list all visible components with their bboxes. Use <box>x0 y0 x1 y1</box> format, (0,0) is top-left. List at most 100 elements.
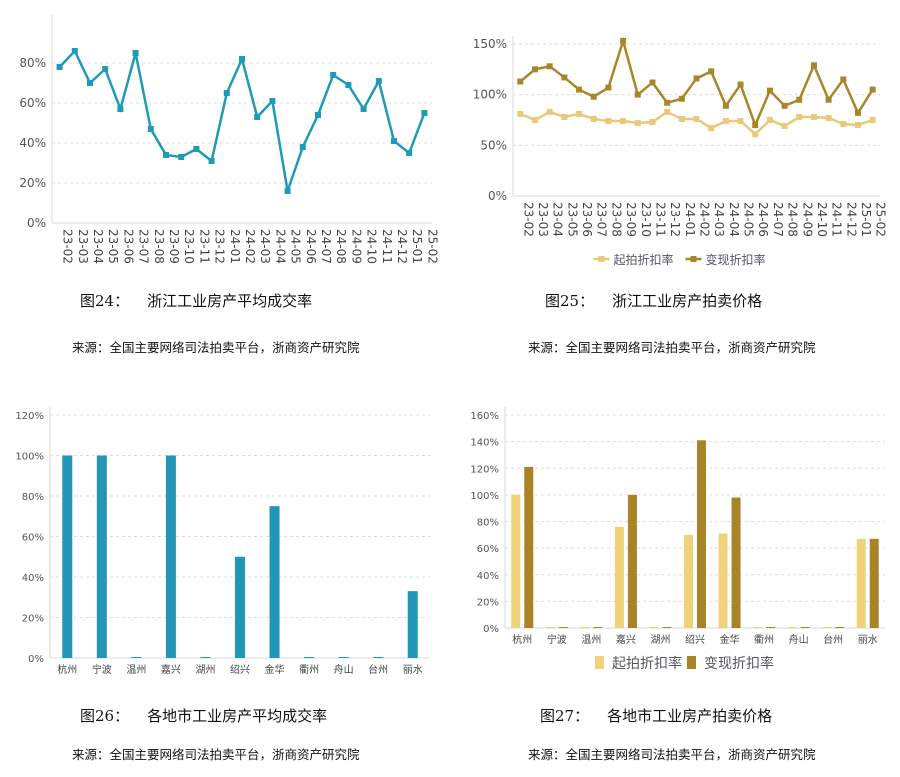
x-tick-label: 湖州 <box>650 634 670 646</box>
x-tick-label: 台州 <box>823 633 843 646</box>
y-tick-label: 140% <box>470 438 499 449</box>
x-tick-label: 23-02 <box>61 229 75 264</box>
x-tick-label: 24-11 <box>830 202 844 237</box>
x-tick-label: 24-12 <box>844 202 858 237</box>
x-tick-label: 23-02 <box>521 202 535 237</box>
data-point <box>781 123 788 130</box>
figure-number: 图27： <box>540 707 590 725</box>
bar <box>62 455 73 658</box>
x-tick-label: 25-02 <box>425 229 439 264</box>
x-tick-label: 24-11 <box>380 229 394 264</box>
figure-title: 各地市工业房产拍卖价格 <box>607 707 773 725</box>
data-point <box>576 86 583 93</box>
bar <box>269 506 280 658</box>
figure-title: 浙江工业房产拍卖价格 <box>612 292 763 310</box>
data-point <box>634 120 641 127</box>
x-tick-label: 宁波 <box>92 663 112 676</box>
y-tick-label: 0% <box>28 654 44 665</box>
x-tick-label: 25-01 <box>859 202 873 237</box>
series-line <box>58 48 426 192</box>
y-tick-label: 100% <box>470 491 499 502</box>
x-tick-label: 绍兴 <box>685 633 705 646</box>
data-point <box>605 118 612 125</box>
y-tick-label: 0% <box>27 216 46 230</box>
bar <box>593 627 603 628</box>
bar <box>165 455 176 658</box>
x-tick-label: 24-07 <box>771 202 785 237</box>
bar <box>731 497 741 628</box>
data-point <box>576 110 583 117</box>
bar <box>235 556 245 658</box>
data-point <box>223 90 230 96</box>
y-tick-label: 80% <box>22 492 44 503</box>
data-point <box>590 115 597 122</box>
bar <box>766 627 776 628</box>
data-point <box>87 80 93 86</box>
data-point <box>299 144 306 150</box>
x-tick-label: 温州 <box>126 664 146 676</box>
x-tick-label: 23-07 <box>137 229 151 264</box>
bar <box>511 494 521 628</box>
y-tick-label: 80% <box>477 518 499 529</box>
bar <box>718 533 728 628</box>
x-tick-label: 24-09 <box>349 229 363 264</box>
data-point <box>163 152 169 158</box>
y-tick-label: 100% <box>15 452 44 463</box>
x-tick-label: 23-09 <box>624 202 638 237</box>
data-point <box>810 62 817 69</box>
bar <box>800 627 810 628</box>
data-point <box>766 87 773 94</box>
y-tick-label: 20% <box>22 614 44 625</box>
figure-27-source: 来源：全国主要网络司法拍卖平台，浙商资产研究院 <box>528 747 816 762</box>
x-tick-label: 24-03 <box>712 202 726 237</box>
x-tick-label: 23-11 <box>197 229 211 264</box>
y-tick-label: 60% <box>22 533 44 544</box>
data-point <box>737 118 744 125</box>
y-tick-label: 0% <box>483 624 499 635</box>
data-point <box>781 102 788 109</box>
data-point <box>532 66 539 73</box>
x-tick-label: 24-05 <box>742 202 756 237</box>
data-point <box>330 72 337 78</box>
bar <box>614 526 624 628</box>
data-point <box>678 115 685 122</box>
data-point <box>532 117 539 123</box>
data-point <box>102 66 109 72</box>
x-tick-label: 24-01 <box>228 229 242 264</box>
y-tick-label: 60% <box>19 96 46 110</box>
bar <box>131 657 142 658</box>
y-tick-label: 150% <box>473 37 507 51</box>
data-point <box>854 109 861 116</box>
data-point <box>693 75 700 82</box>
figure-25-source: 来源：全国主要网络司法拍卖平台，浙商资产研究院 <box>528 340 816 355</box>
figure-27-caption: 图27： 各地市工业房产拍卖价格 <box>540 705 772 726</box>
data-point <box>71 48 78 54</box>
y-tick-label: 20% <box>19 176 46 190</box>
figure-number: 图26： <box>80 707 130 725</box>
figure-number: 图24： <box>80 292 130 310</box>
x-tick-label: 丽水 <box>858 634 878 646</box>
figure-title: 各地市工业房产平均成交率 <box>147 707 328 725</box>
x-tick-label: 23-08 <box>152 229 166 264</box>
data-point <box>649 119 656 126</box>
x-tick-label: 23-09 <box>167 229 181 264</box>
data-point <box>117 106 124 112</box>
data-point <box>178 154 185 160</box>
bar <box>545 627 555 628</box>
data-point <box>634 91 641 98</box>
figure-title: 浙江工业房产平均成交率 <box>147 292 313 310</box>
x-tick-label: 24-08 <box>786 202 800 237</box>
y-tick-label: 40% <box>22 573 44 584</box>
data-point <box>649 79 656 86</box>
x-tick-label: 24-12 <box>395 229 409 264</box>
data-point <box>345 82 352 88</box>
data-point <box>132 50 139 56</box>
x-tick-label: 24-10 <box>365 229 379 264</box>
data-point <box>752 131 759 138</box>
data-point <box>605 84 612 91</box>
data-point <box>737 81 744 88</box>
bar <box>649 627 659 628</box>
y-tick-label: 100% <box>473 88 507 102</box>
bar <box>869 538 879 628</box>
